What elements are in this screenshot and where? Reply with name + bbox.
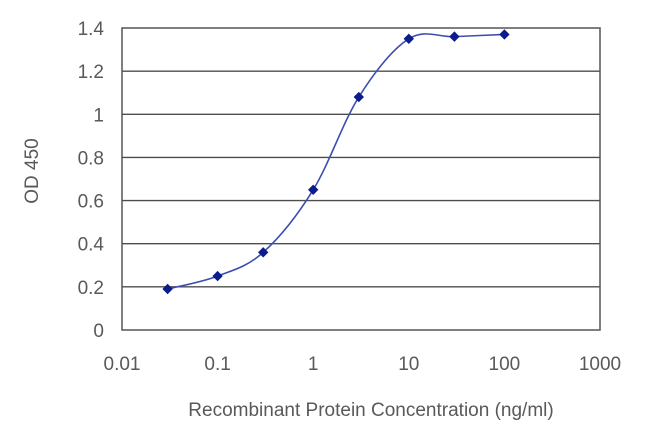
data-points bbox=[162, 29, 510, 295]
data-point-4 bbox=[353, 91, 365, 103]
x-tick-label: 100 bbox=[489, 354, 521, 375]
y-tick-labels: 0 0.2 0.4 0.6 0.8 1 1.2 1.4 bbox=[78, 19, 105, 342]
y-tick-label: 0.6 bbox=[78, 192, 104, 213]
data-point-7 bbox=[499, 29, 510, 40]
data-point-5 bbox=[403, 33, 414, 44]
x-tick-label: 0.1 bbox=[204, 354, 230, 375]
y-tick-label: 0.8 bbox=[78, 148, 104, 169]
x-tick-label: 1 bbox=[308, 354, 319, 375]
y-tick-label: 1 bbox=[93, 105, 104, 126]
data-point-0 bbox=[162, 283, 173, 295]
x-tick-label: 10 bbox=[398, 354, 419, 375]
plot-frame bbox=[121, 27, 601, 331]
series-line bbox=[167, 33, 505, 290]
y-tick-label: 1.4 bbox=[78, 19, 105, 40]
y-tick-label: 0.4 bbox=[78, 235, 105, 256]
data-point-3 bbox=[308, 184, 319, 195]
y-tick-label: 0.2 bbox=[78, 278, 104, 299]
x-tick-label: 0.01 bbox=[104, 354, 141, 375]
data-point-2 bbox=[258, 247, 269, 258]
x-axis-title: Recombinant Protein Concentration (ng/ml… bbox=[188, 400, 553, 421]
y-tick-label: 0 bbox=[93, 321, 104, 342]
data-point-1 bbox=[212, 270, 223, 282]
x-tick-label: 1000 bbox=[579, 354, 621, 375]
y-axis-title: OD 450 bbox=[22, 138, 43, 203]
y-tick-label: 1.2 bbox=[78, 62, 104, 83]
gridlines bbox=[122, 70, 600, 288]
data-point-6 bbox=[449, 31, 460, 42]
x-tick-labels: 0.01 0.1 1 10 100 1000 bbox=[104, 354, 622, 375]
